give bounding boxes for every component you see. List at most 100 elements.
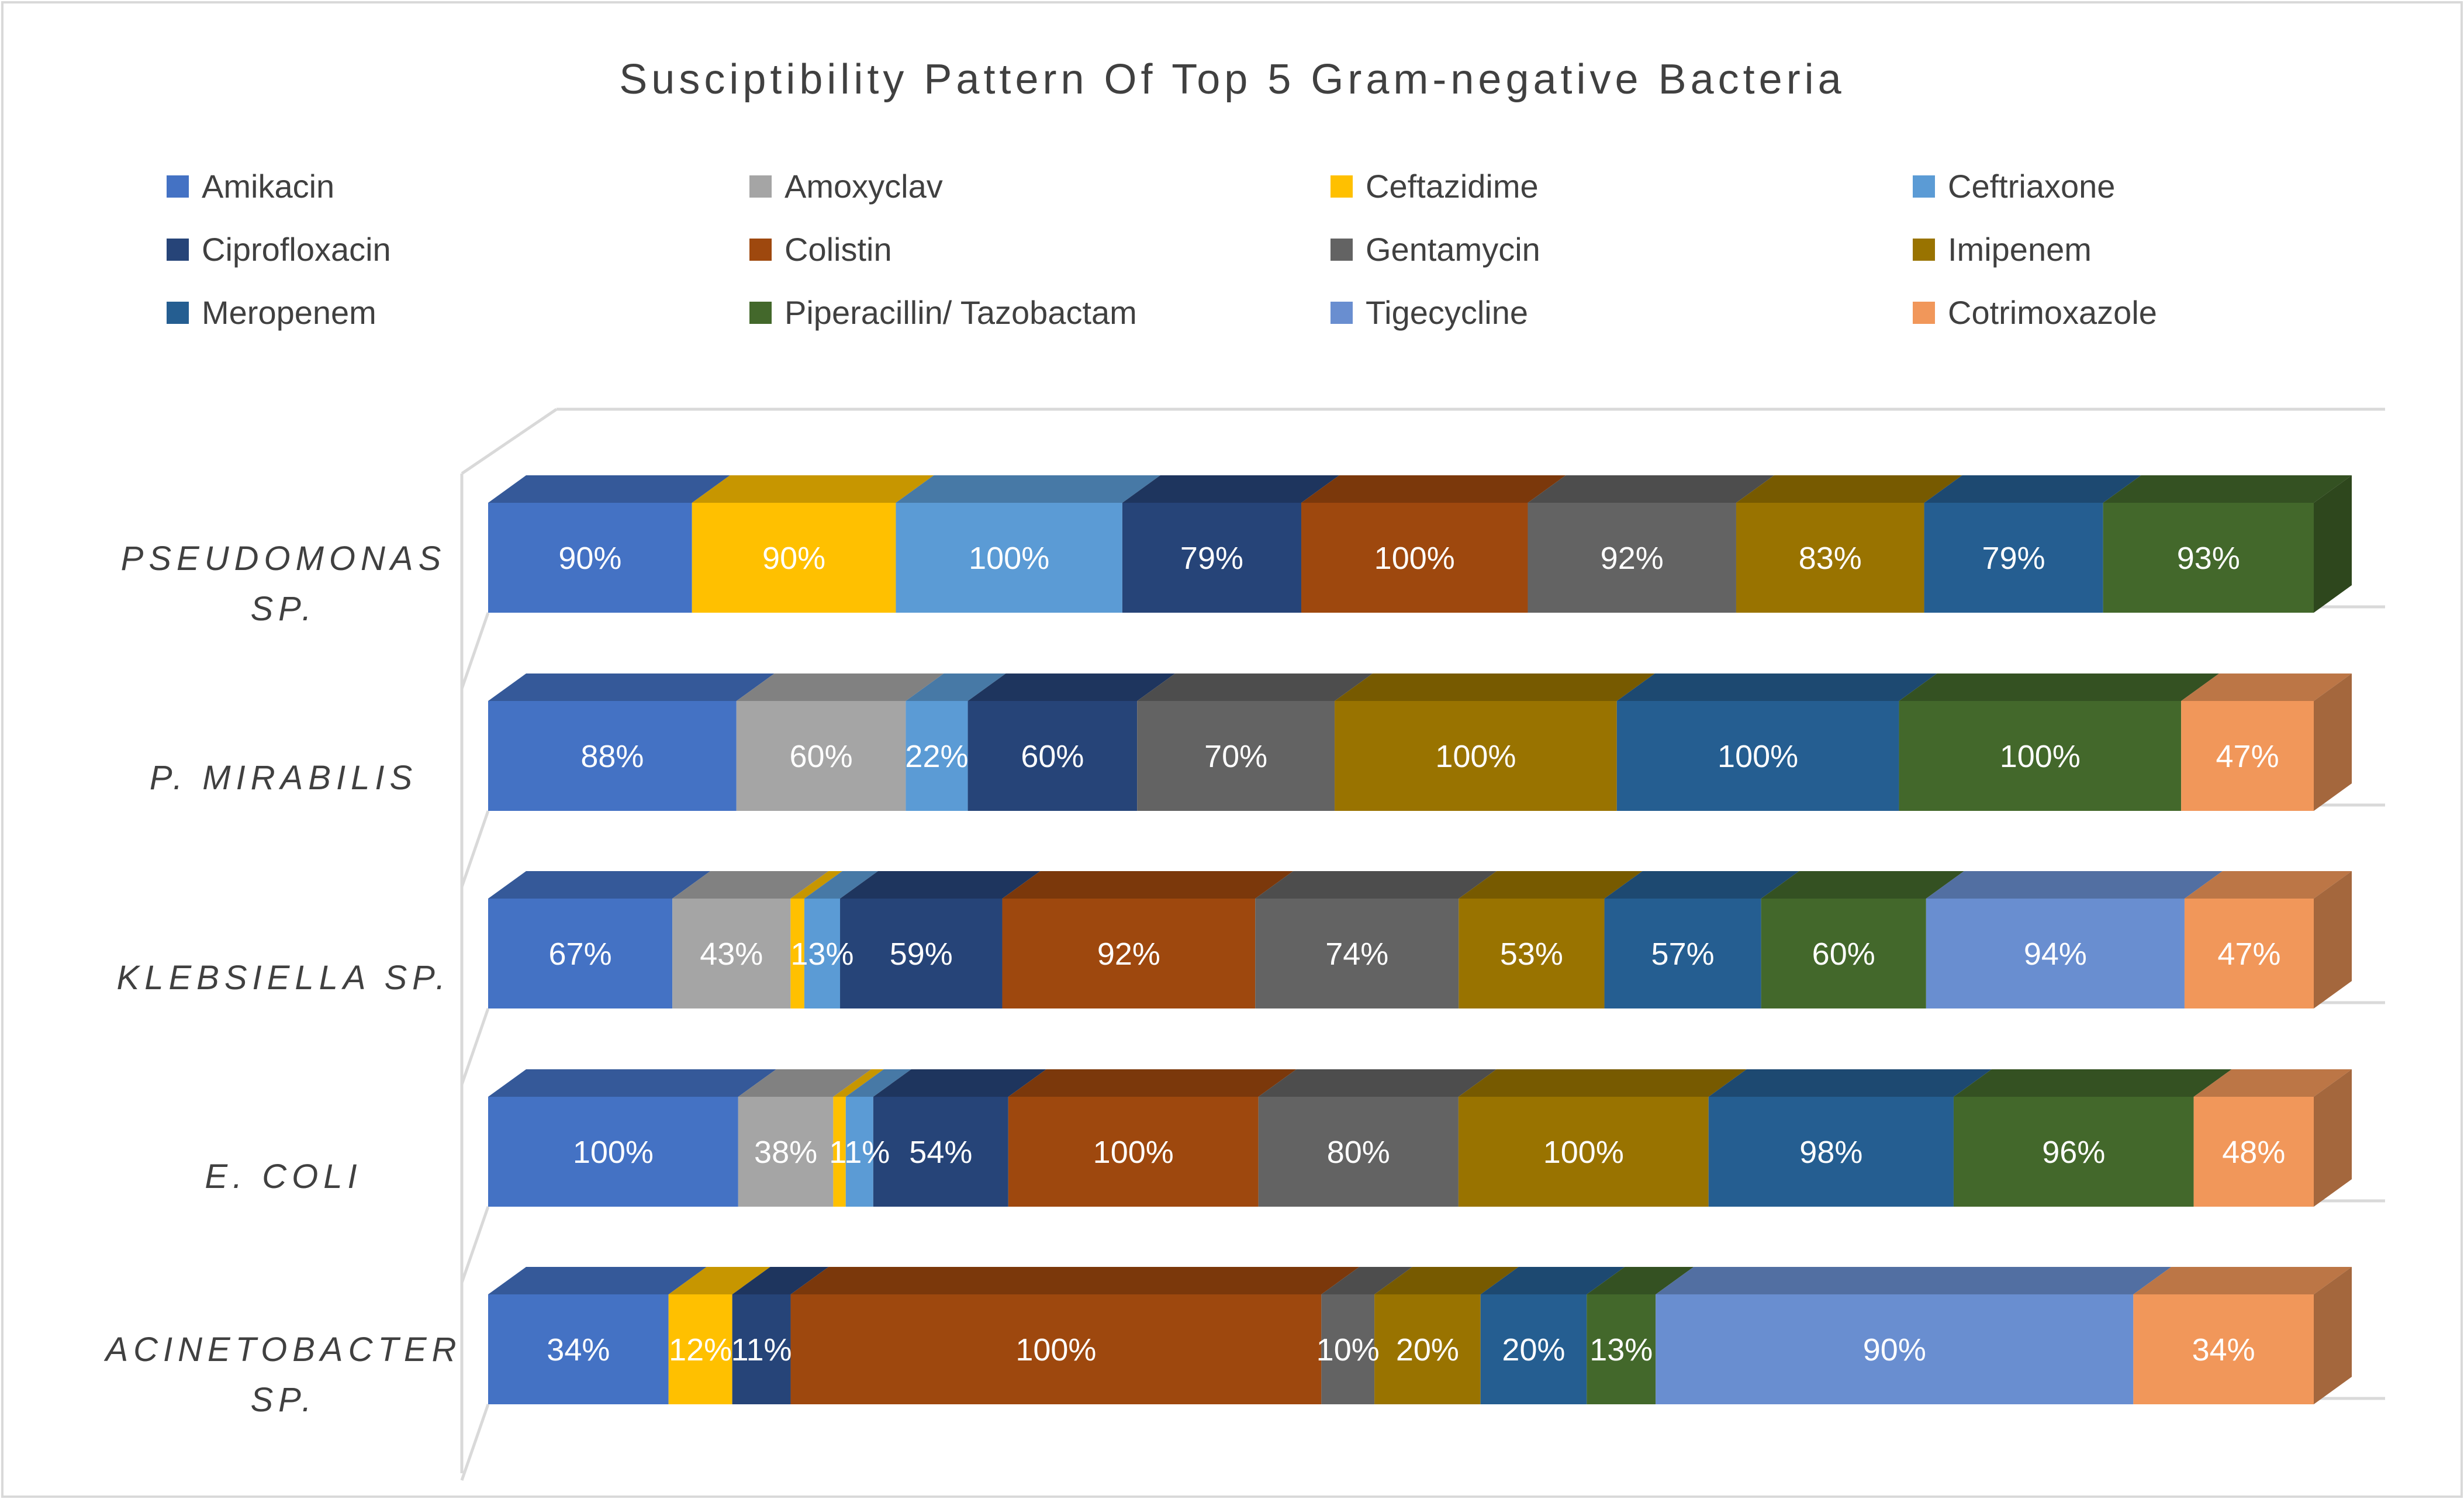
data-label: 90% [558,541,621,576]
bar-segment [1008,1097,1259,1207]
data-label: 67% [549,937,612,972]
legend-label: Gentamycin [1366,231,1540,268]
category-label: PSEUDOMONAS [121,540,447,578]
bar-segment-top [672,871,829,899]
bar-segment-top [1002,871,1294,899]
bar-segment [1926,899,2185,1008]
bar-segment-top [1255,871,1497,899]
bar-segment-top [2193,1069,2352,1097]
bar-segment-top [732,1267,829,1294]
bar-segment-top [1604,871,1799,899]
bar-segment-top [1708,1069,1992,1097]
bar-row: 100% 38% 11% 54% 100% 80% 100% 98% 96% 48% [488,1069,2352,1207]
gridline-diagonal [460,612,490,689]
category-label: P. MIRABILIS [150,759,417,797]
bar-segment [1459,899,1605,1008]
legend-label: Ciprofloxacin [202,231,391,268]
data-label: 12% [669,1332,732,1367]
bar-row: 90% 90% 100% 79% 100% 92% 83% 79% 93% [488,475,2352,613]
bar-segment-top [1953,1069,2232,1097]
bar-segment-top [2103,475,2352,503]
bar-segment [1301,503,1528,613]
data-label: 90% [1863,1332,1926,1367]
bar-segment [873,1097,1008,1207]
data-label: 94% [2024,937,2087,972]
bar-segment-top [488,673,775,701]
bar-segment-top [1137,673,1373,701]
bar-segment-top [1656,1267,2172,1294]
bar-segment-top [790,871,842,899]
bar-row: 88% 60% 22% 60% 70% 100% 100% 100% 47% [488,673,2352,811]
bar-segment-top [692,475,934,503]
bar-segment [488,899,673,1008]
bar-segment-top [906,673,1006,701]
bar-segment [1002,899,1256,1008]
bar-segment-top [488,871,711,899]
category-label: E. COLI [205,1158,362,1196]
bar-side [2314,673,2352,811]
bar-segment [1255,899,1459,1008]
category-labels: PSEUDOMONAS SP. P. MIRABILIS KLEBSIELLA SP.… [103,540,456,1419]
legend-label: Colistin [785,231,892,268]
bars: 90% 90% 100% 79% 100% 92% 83% 79% 93% 88% 60% 22% 60… [488,475,2352,1404]
legend-label: Amoxyclav [785,168,943,205]
gridline-diagonal [460,1206,490,1283]
chart-title: Susciptibility Pattern Of Top 5 Gram-neg… [619,56,1845,103]
data-label: 20% [1502,1332,1565,1367]
bar-segment-top [2184,871,2352,899]
bar-segment-top [1258,1069,1497,1097]
legend-label: Piperacillin/ Tazobactam [785,294,1137,331]
data-label: 96% [2042,1135,2105,1170]
bar-segment [804,899,841,1008]
bar-segment [906,701,968,811]
bar-segment [2184,899,2314,1008]
bar-segment-top [1924,475,2141,503]
data-label: 100% [1093,1135,1174,1170]
data-label: 100% [1374,541,1455,576]
data-label: 11% [731,1332,792,1367]
data-label: 90% [762,541,825,576]
bar-segment-top [1587,1267,1694,1294]
legend-label: Ceftriaxone [1948,168,2115,205]
legend-swatch [1913,175,1935,198]
legend-item: Ceftriaxone [1913,168,2115,205]
legend-swatch [749,302,772,324]
data-label: 13% [1589,1332,1653,1367]
data-label: 74% [1325,937,1388,972]
bar-segment [2103,503,2314,613]
data-label: 20% [1396,1332,1459,1367]
bar-segment [2133,1294,2314,1404]
data-label: 100% [1435,739,1516,774]
bar-segment-top [1480,1267,1625,1294]
bar-segment [732,1294,791,1404]
bar-segment [845,1097,873,1207]
legend-label: Tigecycline [1366,294,1528,331]
bar-segment-top [1321,1267,1413,1294]
bar-segment-top [873,1069,1046,1097]
bar-segment-top [1335,673,1655,701]
bar-segment [668,1294,732,1404]
bar-segment [1335,701,1617,811]
gridline-diagonal [460,1008,490,1085]
bar-segment-top [804,871,879,899]
legend-item: Colistin [749,231,892,268]
data-label: 60% [1021,739,1084,774]
bar-segment [1953,1097,2194,1207]
bar-segment-top [488,1069,776,1097]
bar-segment-top [840,871,1041,899]
bar-segment [967,701,1138,811]
data-label: 47% [2216,739,2279,774]
bar-segment-top [1122,475,1340,503]
bar-segment [790,1294,1322,1404]
bar-segment-top [1301,475,1566,503]
bar-side [2314,475,2352,613]
bar-row: 67% 43% 13% 59% 92% 74% 53% 57% 60% 94% 47% [488,871,2352,1008]
bar-segment [896,503,1122,613]
data-label: 11% [829,1135,890,1170]
bar-segment [1480,1294,1587,1404]
data-label: 93% [2177,541,2240,576]
legend-item: Ceftazidime [1331,168,1539,205]
data-label: 92% [1601,541,1664,576]
